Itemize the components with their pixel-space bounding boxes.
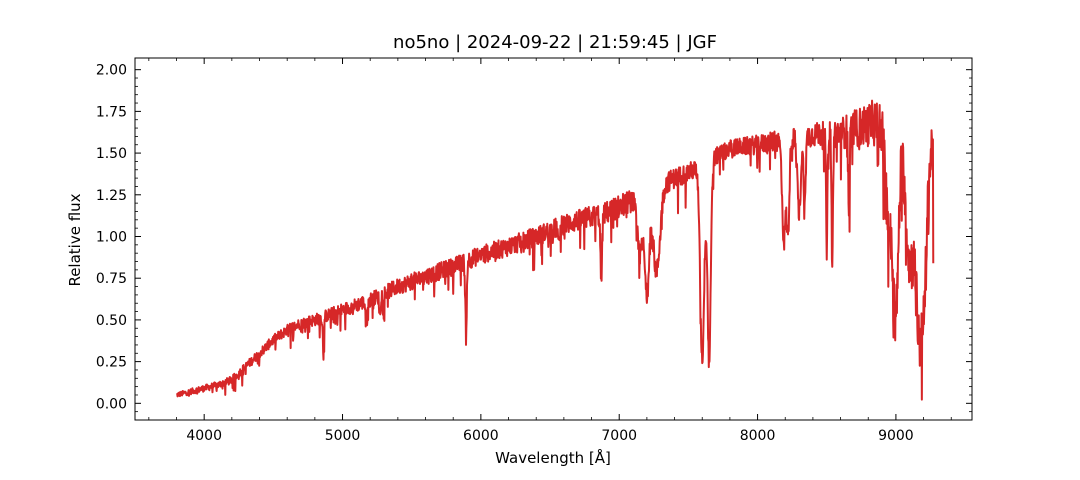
- x-tick-label: 5000: [325, 428, 361, 444]
- x-tick-label: 8000: [740, 428, 776, 444]
- x-tick-label: 4000: [186, 428, 222, 444]
- y-tick-label: 0.00: [96, 396, 127, 412]
- y-tick-label: 0.75: [96, 271, 127, 287]
- y-tick-label: 0.50: [96, 313, 127, 329]
- y-tick-label: 1.75: [96, 104, 127, 120]
- x-axis-ticks: 4000 5000 6000 7000 8000 9000: [148, 58, 952, 444]
- y-tick-label: 0.25: [96, 355, 127, 371]
- y-tick-label: 1.50: [96, 146, 127, 162]
- x-tick-label: 9000: [878, 428, 914, 444]
- plot-area: 4000 5000 6000 7000 8000 9000 0.00 0.25 0.50 0.7…: [96, 57, 973, 444]
- y-tick-label: 1.00: [96, 229, 127, 245]
- chart-title: no5no | 2024-09-22 | 21:59:45 | JGF: [393, 32, 717, 53]
- series-layer: [175, 99, 935, 401]
- x-tick-label: 6000: [463, 428, 499, 444]
- x-tick-label: 7000: [601, 428, 637, 444]
- y-axis-ticks: 0.00 0.25 0.50 0.75 1.00 1.25 1.50 1.75 2.00: [96, 63, 972, 412]
- y-tick-label: 2.00: [96, 63, 127, 79]
- x-axis-label: Wavelength [Å]: [495, 448, 611, 467]
- axes-frame: [134, 57, 973, 421]
- y-axis-label: Relative flux: [66, 193, 84, 286]
- spectrum-line: [175, 99, 935, 401]
- y-tick-label: 1.25: [96, 188, 127, 204]
